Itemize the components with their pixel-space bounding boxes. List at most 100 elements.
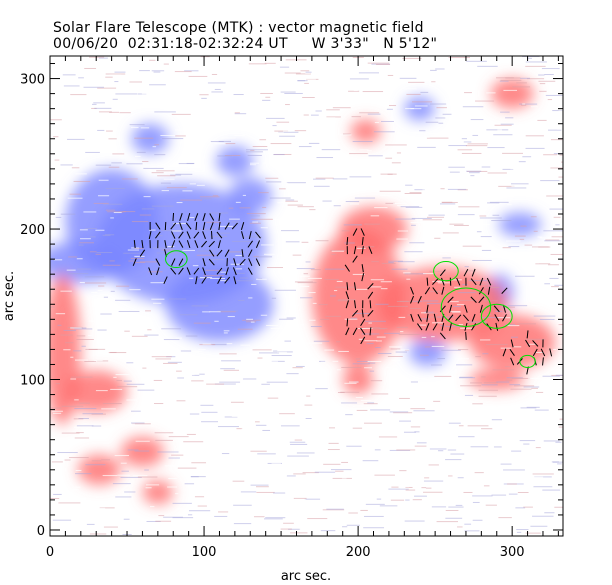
noise-gap xyxy=(236,488,250,490)
noise-gap xyxy=(548,151,557,153)
noise-gap xyxy=(466,193,480,195)
vector-mark xyxy=(463,268,469,277)
noise-gap xyxy=(50,68,55,70)
noise-streak xyxy=(531,387,538,389)
vector-mark xyxy=(493,305,500,313)
noise-gap xyxy=(531,476,544,478)
noise-gap xyxy=(134,255,145,257)
noise-streak xyxy=(486,129,509,131)
vector-mark xyxy=(449,304,453,313)
noise-streak xyxy=(110,290,115,292)
noise-gap xyxy=(414,474,428,476)
noise-gap xyxy=(480,339,491,341)
noise-gap xyxy=(456,470,461,472)
noise-gap xyxy=(168,478,178,480)
noise-streak xyxy=(214,515,228,517)
noise-streak xyxy=(430,103,447,105)
noise-gap xyxy=(358,338,364,340)
noise-gap xyxy=(114,455,130,457)
noise-streak xyxy=(481,166,491,168)
noise-gap xyxy=(239,88,252,90)
vector-mark xyxy=(352,228,358,236)
noise-streak xyxy=(271,355,292,357)
noise-streak xyxy=(163,63,169,65)
vector-mark xyxy=(352,309,359,317)
noise-gap xyxy=(176,108,181,110)
noise-streak xyxy=(388,105,397,107)
noise-streak xyxy=(558,324,563,326)
noise-streak xyxy=(123,380,132,382)
noise-gap xyxy=(428,209,436,211)
noise-streak xyxy=(487,202,500,204)
vector-mark xyxy=(171,231,176,239)
noise-streak xyxy=(545,239,560,241)
noise-gap xyxy=(479,431,493,433)
noise-streak xyxy=(278,131,299,133)
noise-gap xyxy=(277,351,287,353)
noise-streak xyxy=(493,446,502,448)
noise-streak xyxy=(502,152,523,154)
noise-gap xyxy=(398,316,406,318)
noise-streak xyxy=(511,450,522,452)
noise-streak xyxy=(477,65,498,67)
noise-streak xyxy=(306,395,311,397)
noise-streak xyxy=(429,448,447,450)
noise-streak xyxy=(85,151,100,153)
noise-streak xyxy=(467,425,489,427)
noise-streak xyxy=(421,487,427,489)
vector-mark xyxy=(432,287,438,295)
vector-mark xyxy=(361,273,365,282)
noise-gap xyxy=(50,65,58,67)
noise-gap xyxy=(262,461,270,463)
noise-gap xyxy=(111,94,125,96)
chart-title: Solar Flare Telescope (MTK) : vector mag… xyxy=(53,20,424,36)
noise-streak xyxy=(526,406,540,408)
noise-streak xyxy=(151,205,174,207)
noise-streak xyxy=(421,318,430,320)
vector-mark xyxy=(455,314,462,322)
noise-gap xyxy=(397,205,409,207)
noise-gap xyxy=(397,230,409,232)
noise-streak xyxy=(170,174,182,176)
noise-streak xyxy=(220,311,236,313)
noise-gap xyxy=(414,105,428,107)
vector-mark xyxy=(179,222,183,230)
noise-streak xyxy=(286,317,296,319)
vector-mark xyxy=(410,286,414,295)
noise-streak xyxy=(102,203,123,205)
noise-streak xyxy=(194,496,205,498)
noise-streak xyxy=(541,68,560,70)
vector-mark xyxy=(360,327,366,335)
noise-streak xyxy=(458,436,475,438)
vector-mark xyxy=(224,276,231,284)
noise-gap xyxy=(310,83,322,85)
noise-streak xyxy=(434,375,452,377)
vector-mark xyxy=(532,348,538,357)
noise-streak xyxy=(184,483,195,485)
noise-streak xyxy=(246,149,269,151)
noise-streak xyxy=(97,87,117,89)
noise-streak xyxy=(550,167,563,169)
noise-gap xyxy=(287,389,291,391)
noise-gap xyxy=(113,376,117,378)
noise-streak xyxy=(533,486,553,488)
noise-streak xyxy=(168,298,187,300)
noise-gap xyxy=(448,301,459,303)
noise-streak xyxy=(154,432,174,434)
noise-streak xyxy=(516,531,522,533)
noise-streak xyxy=(550,139,563,141)
noise-streak xyxy=(466,170,482,172)
noise-streak xyxy=(483,300,498,302)
noise-streak xyxy=(134,450,150,452)
vector-mark xyxy=(202,213,206,221)
noise-streak xyxy=(131,335,148,337)
noise-streak xyxy=(237,328,253,330)
noise-streak xyxy=(348,90,360,92)
noise-streak xyxy=(161,249,175,251)
noise-gap xyxy=(352,94,367,96)
noise-streak xyxy=(467,321,488,323)
negative-polarity-region xyxy=(228,177,272,214)
noise-gap xyxy=(410,108,422,110)
vector-mark xyxy=(367,282,374,290)
noise-gap xyxy=(552,185,563,187)
